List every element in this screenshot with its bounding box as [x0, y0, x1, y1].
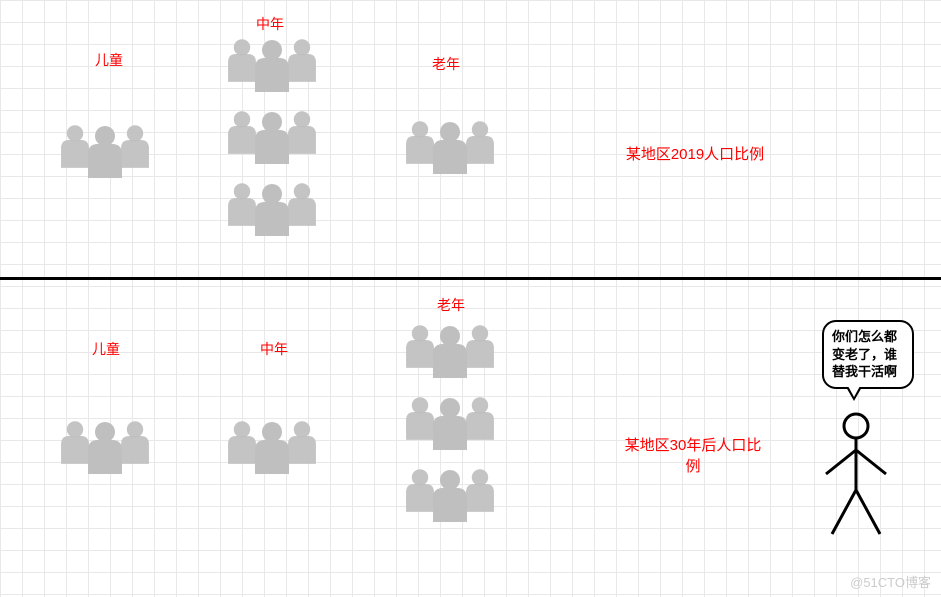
column-label-bottom-children: 儿童	[92, 339, 120, 359]
speech-bubble: 你们怎么都变老了，谁替我干活啊	[822, 320, 914, 389]
column-label-bottom-middle: 中年	[260, 339, 288, 359]
column-label-top-elderly: 老年	[432, 54, 460, 74]
people-group-icon	[400, 394, 500, 462]
people-group-icon	[400, 118, 500, 186]
annotation-bottom: 某地区30年后人口比例	[618, 434, 768, 476]
people-group-icon	[222, 418, 322, 486]
people-group-icon	[222, 36, 322, 104]
people-group-icon	[222, 180, 322, 248]
people-group-icon	[55, 122, 155, 190]
column-label-top-children: 儿童	[95, 50, 123, 70]
watermark: @51CTO博客	[850, 572, 931, 591]
people-group-icon	[400, 466, 500, 534]
section-divider	[0, 277, 941, 280]
people-group-icon	[400, 322, 500, 390]
people-group-icon	[55, 418, 155, 486]
column-label-top-middle: 中年	[256, 14, 284, 34]
column-label-bottom-elderly: 老年	[437, 295, 465, 315]
annotation-top: 某地区2019人口比例	[620, 143, 770, 164]
stick-figure-icon	[820, 410, 892, 545]
people-group-icon	[222, 108, 322, 176]
